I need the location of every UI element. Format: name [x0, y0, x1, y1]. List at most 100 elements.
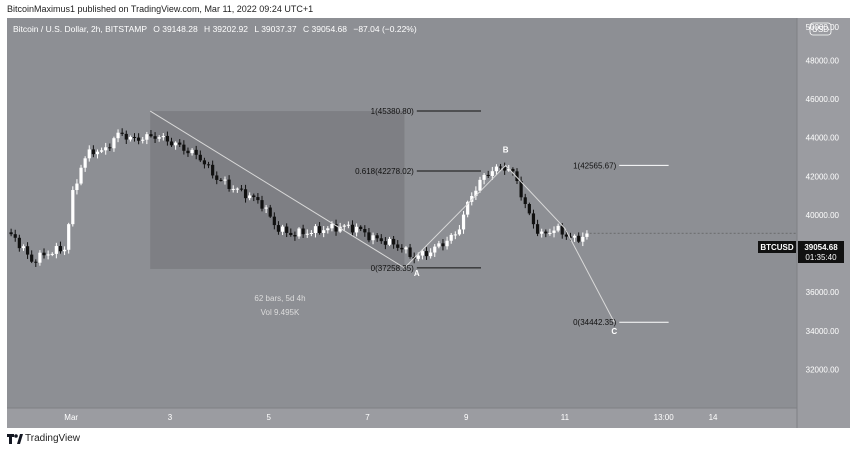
candle-body — [453, 234, 457, 236]
candle-body — [420, 251, 425, 256]
time-tick-label: 13:00 — [654, 413, 675, 422]
candle-body — [38, 252, 42, 263]
candle-body — [383, 241, 387, 245]
price-tick-label: 32000.00 — [806, 365, 840, 374]
candle-body — [83, 158, 87, 168]
candle-body — [219, 179, 223, 181]
candle-body — [50, 253, 54, 255]
candle-body — [494, 166, 499, 172]
candle-body — [540, 231, 544, 234]
price-tick-label: 42000.00 — [806, 172, 840, 181]
candle-body — [42, 252, 46, 256]
candle-body — [437, 243, 441, 247]
ticker-tag-bg — [758, 241, 796, 253]
price-tick-label: 48000.00 — [806, 56, 840, 65]
candle-body — [433, 246, 437, 253]
price-tick-label: 46000.00 — [806, 95, 840, 104]
last-price-value: 39054.68 — [804, 243, 838, 252]
candle-body — [293, 235, 297, 237]
candle-body — [572, 235, 577, 238]
candle-body — [424, 251, 429, 257]
candle-body — [194, 149, 198, 155]
candle-body — [338, 226, 342, 232]
low-label: L — [254, 24, 259, 34]
time-axis-panel[interactable] — [7, 408, 797, 428]
candle-body — [235, 188, 239, 190]
candle-body — [379, 238, 383, 242]
candle-body — [182, 144, 186, 151]
price-tick-label: 50000.00 — [806, 23, 840, 32]
symbol-legend[interactable]: Bitcoin / U.S. Dollar, 2h, BITSTAMP O 39… — [13, 24, 417, 34]
publisher-line: BitcoinMaximus1 published on TradingView… — [7, 4, 314, 14]
range-bars-text: 62 bars, 5d 4h — [254, 294, 305, 303]
candle-body — [108, 147, 112, 149]
drawings-group[interactable]: 1(45380.80) 0.618(42278.02) 0(37258.35) 1(4… — [149, 107, 797, 336]
candles-group — [9, 128, 589, 267]
candle-body — [227, 179, 231, 189]
candle-body — [482, 174, 486, 180]
candle-body — [190, 149, 194, 154]
price-tag-bg — [798, 241, 844, 263]
candle-body — [363, 229, 367, 233]
range-volume-text: Vol 9.495K — [261, 308, 300, 317]
candle-body — [519, 181, 523, 198]
candle-body — [367, 232, 371, 241]
candle-body — [552, 230, 556, 233]
candle-body — [169, 141, 174, 146]
candle-body — [46, 254, 50, 256]
candle-body — [342, 225, 346, 227]
candle-body — [548, 232, 552, 234]
candle-body — [313, 226, 318, 234]
candle-body — [289, 232, 293, 236]
fib-level-label: 1(45380.80) — [371, 107, 414, 116]
candle-body — [276, 225, 281, 232]
currency-badge[interactable]: USD — [809, 22, 832, 36]
candle-body — [416, 255, 420, 259]
candle-body — [13, 234, 17, 238]
candle-body — [206, 164, 211, 166]
footer-bar: TradingView — [0, 428, 850, 450]
price-tick-label: 40000.00 — [806, 211, 840, 220]
candle-body — [490, 171, 494, 176]
candle-body — [124, 133, 128, 140]
candle-body — [132, 136, 137, 138]
close-value: 39054.68 — [312, 24, 348, 34]
price-tick-label: 36000.00 — [806, 288, 840, 297]
time-axis-ticks: Mar 3 5 7 9 11 13:00 14 — [64, 413, 718, 422]
high-label: H — [204, 24, 210, 34]
abc-wave-line — [404, 164, 615, 323]
last-price-tag: BTCUSD 39054.68 01:35:40 — [758, 241, 844, 263]
candle-body — [457, 229, 462, 235]
candle-body — [404, 247, 408, 250]
candle-body — [256, 197, 260, 201]
candle-body — [280, 226, 285, 232]
candle-body — [531, 213, 536, 225]
bar-countdown: 01:35:40 — [805, 253, 837, 262]
tradingview-brand: TradingView — [25, 433, 81, 444]
candle-body — [161, 135, 165, 138]
symbol-title: Bitcoin / U.S. Dollar, 2h, BITSTAMP — [13, 24, 147, 34]
candle-body — [486, 174, 490, 176]
candlestick-chart[interactable]: 1(45380.80) 0.618(42278.02) 0(37258.35) 1(4… — [0, 18, 850, 428]
candle-body — [239, 188, 244, 190]
candle-body — [560, 225, 564, 235]
price-tick-label: 34000.00 — [806, 327, 840, 336]
candle-body — [71, 190, 75, 225]
candle-body — [568, 236, 573, 238]
candle-body — [87, 149, 91, 159]
candle-body — [178, 142, 182, 145]
candle-body — [231, 188, 235, 190]
price-axis-panel[interactable] — [797, 18, 850, 428]
chart-area[interactable]: 1(45380.80) 0.618(42278.02) 0(37258.35) 1(4… — [0, 18, 850, 428]
candle-body — [120, 132, 124, 134]
fib-level-label: 0(34442.35) — [573, 318, 616, 327]
candle-body — [449, 234, 453, 241]
candle-body — [556, 225, 560, 231]
open-value: 39148.28 — [162, 24, 198, 34]
open-label: O — [153, 24, 160, 34]
wave-point-label: A — [414, 269, 420, 278]
candle-body — [186, 150, 190, 154]
candle-body — [461, 214, 466, 230]
candle-body — [371, 235, 375, 241]
candle-body — [396, 244, 400, 248]
